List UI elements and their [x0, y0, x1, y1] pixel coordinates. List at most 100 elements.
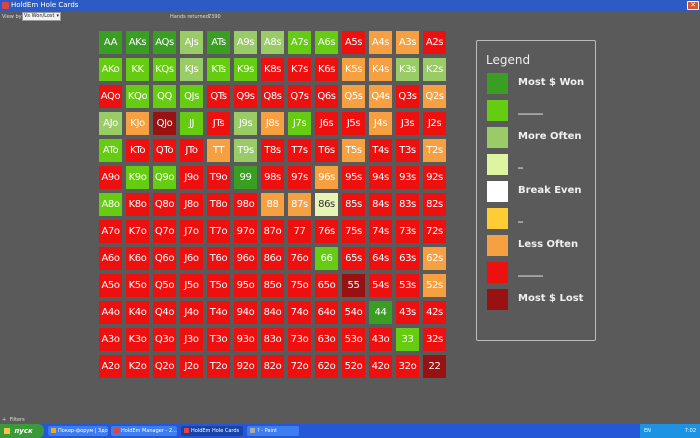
hand-cell[interactable]: QJs [180, 85, 203, 108]
hand-cell[interactable]: Q3s [396, 85, 419, 108]
hand-cell[interactable]: 96s [315, 166, 338, 189]
hand-cell[interactable]: 73o [288, 328, 311, 351]
hand-cell[interactable]: J3o [180, 328, 203, 351]
hand-cell[interactable]: K6s [315, 58, 338, 81]
hand-cell[interactable]: Q8s [261, 85, 284, 108]
hand-cell[interactable]: 42o [369, 355, 392, 378]
hand-cell[interactable]: J8o [180, 193, 203, 216]
hand-cell[interactable]: T5o [207, 274, 230, 297]
hand-cell[interactable]: T2o [207, 355, 230, 378]
hand-cell[interactable]: Q5s [342, 85, 365, 108]
hand-cell[interactable]: 76s [315, 220, 338, 243]
hand-cell[interactable]: 65s [342, 247, 365, 270]
hand-cell[interactable]: T3s [396, 139, 419, 162]
hand-cell[interactable]: J6s [315, 112, 338, 135]
hand-cell[interactable]: A5o [99, 274, 122, 297]
hand-cell[interactable]: 72o [288, 355, 311, 378]
hand-cell[interactable]: K6o [126, 247, 149, 270]
hand-cell[interactable]: AKo [99, 58, 122, 81]
hand-cell[interactable]: QQ [153, 85, 176, 108]
hand-cell[interactable]: 95s [342, 166, 365, 189]
hand-cell[interactable]: K7s [288, 58, 311, 81]
hand-cell[interactable]: T5s [342, 139, 365, 162]
hand-cell[interactable]: A6s [315, 31, 338, 54]
hand-cell[interactable]: T8o [207, 193, 230, 216]
hand-cell[interactable]: KQs [153, 58, 176, 81]
hand-cell[interactable]: T7o [207, 220, 230, 243]
hand-cell[interactable]: K8o [126, 193, 149, 216]
hand-cell[interactable]: 65o [315, 274, 338, 297]
hand-cell[interactable]: 66 [315, 247, 338, 270]
hand-cell[interactable]: J5o [180, 274, 203, 297]
hand-cell[interactable]: 62o [315, 355, 338, 378]
hand-cell[interactable]: 53s [396, 274, 419, 297]
hand-cell[interactable]: 42s [423, 301, 446, 324]
hand-cell[interactable]: T2s [423, 139, 446, 162]
hand-cell[interactable]: 87o [261, 220, 284, 243]
hand-cell[interactable]: 54s [369, 274, 392, 297]
filters-bar[interactable]: + Filters [0, 417, 700, 424]
hand-cell[interactable]: 52s [423, 274, 446, 297]
hand-cell[interactable]: Q9o [153, 166, 176, 189]
hand-cell[interactable]: KQo [126, 85, 149, 108]
hand-cell[interactable]: 74s [369, 220, 392, 243]
taskbar-item[interactable]: HoldEm Hole Cards [181, 426, 243, 436]
hand-cell[interactable]: Q2s [423, 85, 446, 108]
hand-cell[interactable]: K5o [126, 274, 149, 297]
hand-cell[interactable]: J9s [234, 112, 257, 135]
hand-cell[interactable]: 84s [369, 193, 392, 216]
hand-cell[interactable]: 98s [261, 166, 284, 189]
hand-cell[interactable]: 44 [369, 301, 392, 324]
hand-cell[interactable]: Q7s [288, 85, 311, 108]
hand-cell[interactable]: 92o [234, 355, 257, 378]
hand-cell[interactable]: J6o [180, 247, 203, 270]
hand-cell[interactable]: Q8o [153, 193, 176, 216]
hand-cell[interactable]: 85s [342, 193, 365, 216]
hand-cell[interactable]: Q4s [369, 85, 392, 108]
hand-cell[interactable]: K2o [126, 355, 149, 378]
hand-cell[interactable]: 86s [315, 193, 338, 216]
hand-cell[interactable]: 74o [288, 301, 311, 324]
hand-cell[interactable]: 32s [423, 328, 446, 351]
hand-cell[interactable]: A9s [234, 31, 257, 54]
hand-cell[interactable]: AJs [180, 31, 203, 54]
hand-cell[interactable]: 82s [423, 193, 446, 216]
hand-cell[interactable]: K3o [126, 328, 149, 351]
hand-cell[interactable]: KK [126, 58, 149, 81]
hand-cell[interactable]: AQo [99, 85, 122, 108]
hand-cell[interactable]: ATs [207, 31, 230, 54]
hand-cell[interactable]: 93s [396, 166, 419, 189]
hand-cell[interactable]: T4o [207, 301, 230, 324]
hand-cell[interactable]: KJs [180, 58, 203, 81]
hand-cell[interactable]: JJ [180, 112, 203, 135]
hand-cell[interactable]: 96o [234, 247, 257, 270]
hand-cell[interactable]: TT [207, 139, 230, 162]
hand-cell[interactable]: 84o [261, 301, 284, 324]
hand-cell[interactable]: J7o [180, 220, 203, 243]
hand-cell[interactable]: J3s [396, 112, 419, 135]
taskbar-item[interactable]: Покер-форум | Здоро... [48, 426, 108, 436]
hand-cell[interactable]: K2s [423, 58, 446, 81]
hand-cell[interactable]: Q2o [153, 355, 176, 378]
hand-cell[interactable]: 63s [396, 247, 419, 270]
hand-cell[interactable]: 22 [423, 355, 446, 378]
hand-cell[interactable]: A6o [99, 247, 122, 270]
hand-cell[interactable]: 95o [234, 274, 257, 297]
hand-cell[interactable]: 86o [261, 247, 284, 270]
hand-cell[interactable]: A4s [369, 31, 392, 54]
hand-cell[interactable]: T8s [261, 139, 284, 162]
hand-cell[interactable]: 52o [342, 355, 365, 378]
hand-cell[interactable]: J2s [423, 112, 446, 135]
hand-cell[interactable]: 63o [315, 328, 338, 351]
hand-cell[interactable]: K9s [234, 58, 257, 81]
hand-cell[interactable]: A2o [99, 355, 122, 378]
hand-cell[interactable]: ATo [99, 139, 122, 162]
hand-cell[interactable]: 54o [342, 301, 365, 324]
hand-cell[interactable]: 98o [234, 193, 257, 216]
hand-cell[interactable]: T6s [315, 139, 338, 162]
hand-cell[interactable]: J4o [180, 301, 203, 324]
hand-cell[interactable]: K7o [126, 220, 149, 243]
hand-cell[interactable]: K4o [126, 301, 149, 324]
hand-cell[interactable]: 82o [261, 355, 284, 378]
taskbar-item[interactable]: HoldEm Manager - 2... [111, 426, 177, 436]
